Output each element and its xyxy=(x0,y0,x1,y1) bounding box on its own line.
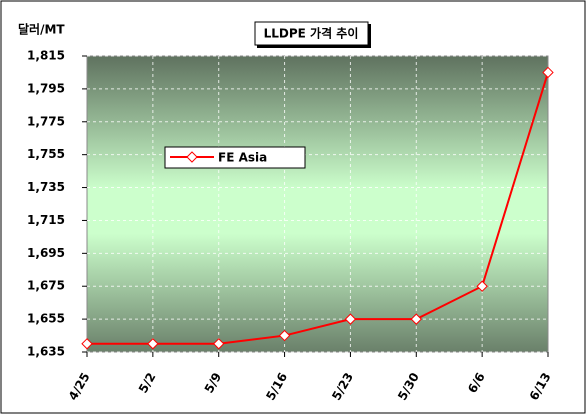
y-tick-label: 1,755 xyxy=(27,147,65,161)
marker xyxy=(213,338,225,350)
chart-title: LLDPE 가격 추이 xyxy=(264,26,359,41)
title-shadow xyxy=(368,24,371,47)
y-tick-label: 1,655 xyxy=(27,312,65,326)
y-tick-label: 1,635 xyxy=(27,345,65,359)
marker xyxy=(81,338,93,350)
y-tick-label: 1,735 xyxy=(27,180,65,194)
marker xyxy=(542,66,554,79)
marks xyxy=(81,66,554,350)
legend-marker xyxy=(186,151,198,163)
y-tick-label: 1,815 xyxy=(27,49,65,63)
y-tick-label: 1,775 xyxy=(27,114,65,128)
plot-area xyxy=(86,55,549,353)
legend-label: FE Asia xyxy=(218,151,267,165)
line xyxy=(87,72,549,345)
title-shadow xyxy=(257,45,371,48)
y-tick-label: 1,675 xyxy=(27,279,65,293)
y-tick-label: 1,715 xyxy=(27,213,65,227)
marker xyxy=(410,313,422,325)
y-tick-label: 1,795 xyxy=(27,81,65,95)
grid xyxy=(87,55,548,353)
marker xyxy=(147,338,159,350)
y-tick-label: 1,695 xyxy=(27,246,65,260)
legend xyxy=(164,146,306,169)
y-axis-label: 달러/MT xyxy=(18,22,65,37)
marker xyxy=(476,280,488,292)
marker xyxy=(344,313,357,325)
marker xyxy=(278,329,291,342)
